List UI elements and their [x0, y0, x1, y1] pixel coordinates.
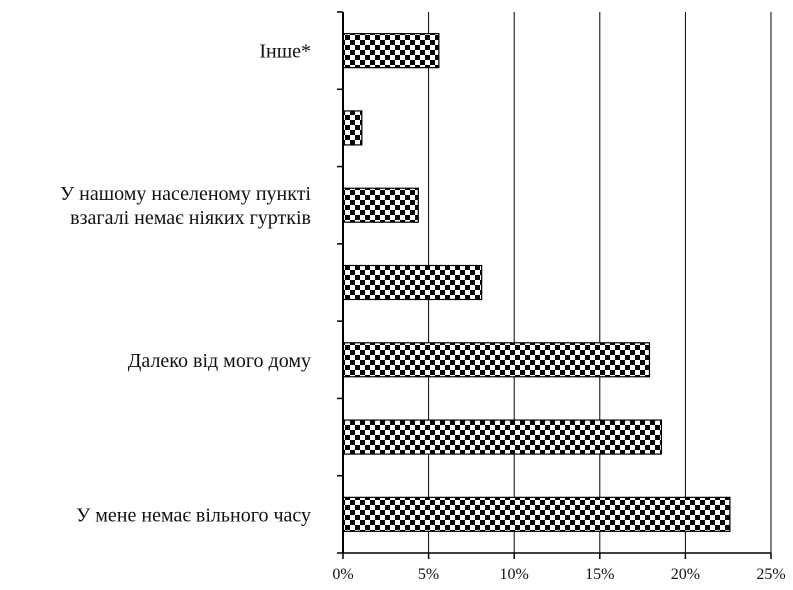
x-tick-label: 0%	[332, 566, 353, 583]
category-label: У мене немає вільного часу	[76, 504, 311, 526]
x-tick-label: 10%	[500, 566, 529, 583]
axes	[337, 11, 772, 559]
bar-4	[342, 342, 651, 378]
bar-6	[342, 496, 731, 532]
x-tick-label: 5%	[418, 566, 439, 583]
bar-5	[342, 419, 663, 455]
bar-3	[342, 264, 483, 301]
category-label: Далеко від мого дому	[128, 350, 311, 372]
bar-1	[342, 110, 363, 146]
bars	[342, 33, 731, 532]
category-label: взагалі немає ніяких гуртків	[70, 207, 311, 229]
category-label: У нашому населеному пункті	[60, 183, 311, 205]
bar-0	[342, 33, 440, 69]
bar-2	[342, 187, 419, 223]
x-tick-labels: 0% 5% 10% 15% 20% 25%	[332, 566, 785, 583]
gridlines	[428, 12, 772, 553]
x-tick-label: 20%	[671, 566, 700, 583]
x-tick-label: 15%	[585, 566, 614, 583]
x-tick-label: 25%	[756, 566, 785, 583]
category-label: Інше*	[259, 41, 311, 63]
